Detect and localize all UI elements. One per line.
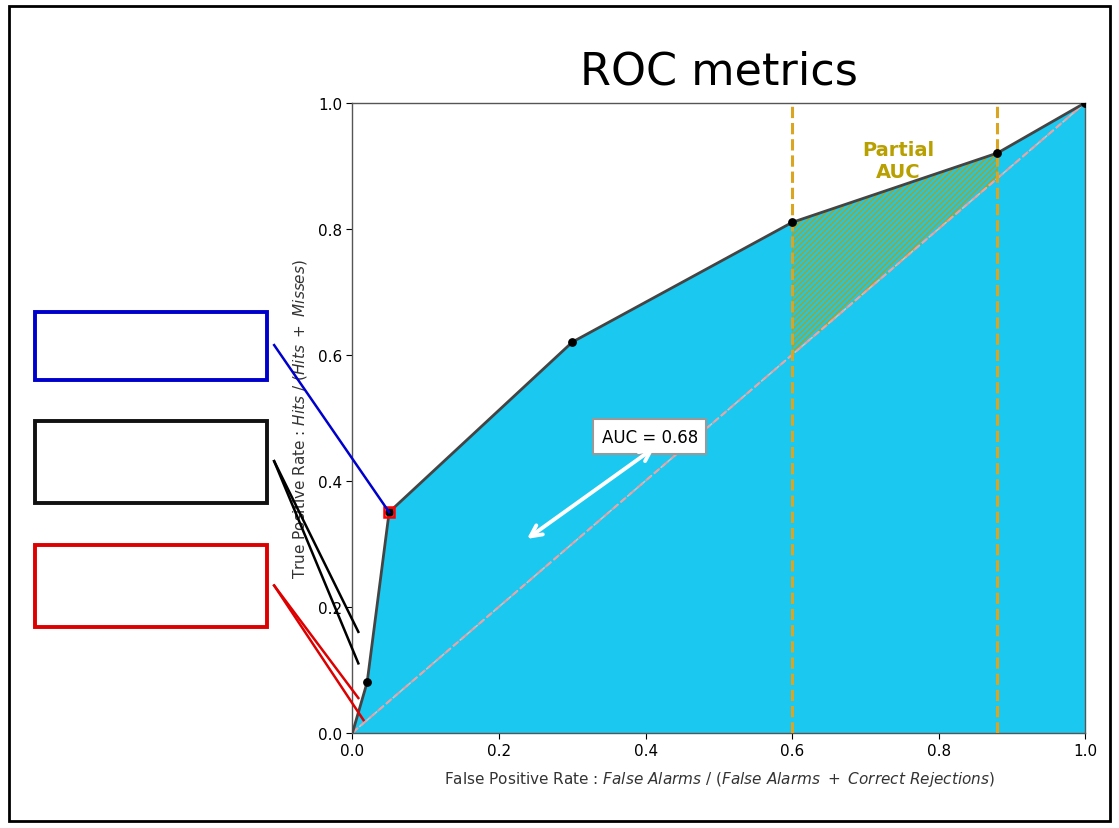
FancyBboxPatch shape <box>36 313 266 380</box>
Text: Gain: Gain <box>121 333 181 359</box>
X-axis label: False Positive Rate : $\it{False\ Alarms\ /\ (False\ Alarms\ +\ Correct\ Rejecti: False Positive Rate : $\it{False\ Alarms… <box>443 769 995 788</box>
Text: Random
prediction: Random prediction <box>95 563 207 609</box>
Point <box>1076 97 1094 110</box>
Point <box>783 216 801 229</box>
Polygon shape <box>792 154 997 355</box>
Point <box>358 676 376 689</box>
Text: Partial
AUC: Partial AUC <box>863 142 934 182</box>
FancyBboxPatch shape <box>36 546 266 628</box>
Point <box>988 147 1006 161</box>
Y-axis label: True Positive Rate : $\it{Hits\ /\ (Hits\ +\ Misses)}$: True Positive Rate : $\it{Hits\ /\ (Hits… <box>291 258 310 578</box>
Title: ROC metrics: ROC metrics <box>580 51 858 93</box>
Point <box>564 336 582 349</box>
Text: Prediction in
analysis: Prediction in analysis <box>82 439 220 484</box>
FancyBboxPatch shape <box>36 421 266 503</box>
Text: AUC = 0.68: AUC = 0.68 <box>602 428 698 446</box>
Point <box>380 506 398 519</box>
